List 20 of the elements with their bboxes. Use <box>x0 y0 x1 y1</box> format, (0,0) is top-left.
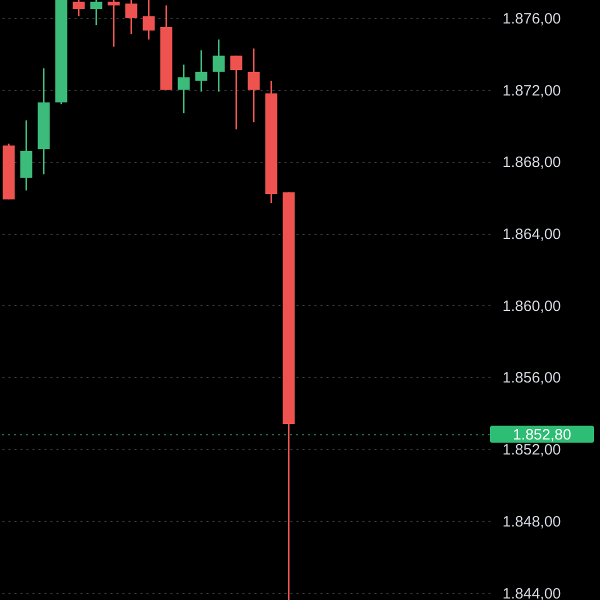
candlestick <box>108 0 120 48</box>
y-tick-label: 1.844,00 <box>502 585 561 600</box>
ref-line-label: 1.852,80 <box>512 426 572 444</box>
candlestick <box>72 0 85 17</box>
y-tick-label: 1.868,00 <box>502 154 561 172</box>
candlestick <box>178 64 190 114</box>
y-tick-label: 1.852,00 <box>502 442 561 459</box>
y-tick-label: 1.872,00 <box>502 82 561 100</box>
candlestick <box>90 0 102 26</box>
candlestick <box>212 38 225 92</box>
y-tick-label: 1.860,00 <box>502 298 561 315</box>
y-tick-label: 1.856,00 <box>502 370 561 387</box>
candlestick <box>125 0 138 35</box>
candlestick <box>142 0 155 40</box>
y-tick-label: 1.876,00 <box>502 10 561 28</box>
y-tick-label: 1.848,00 <box>502 513 561 530</box>
candlestick <box>230 54 242 130</box>
candlestick <box>248 48 260 123</box>
candlestick <box>195 50 208 92</box>
y-tick-label: 1.864,00 <box>502 226 561 244</box>
